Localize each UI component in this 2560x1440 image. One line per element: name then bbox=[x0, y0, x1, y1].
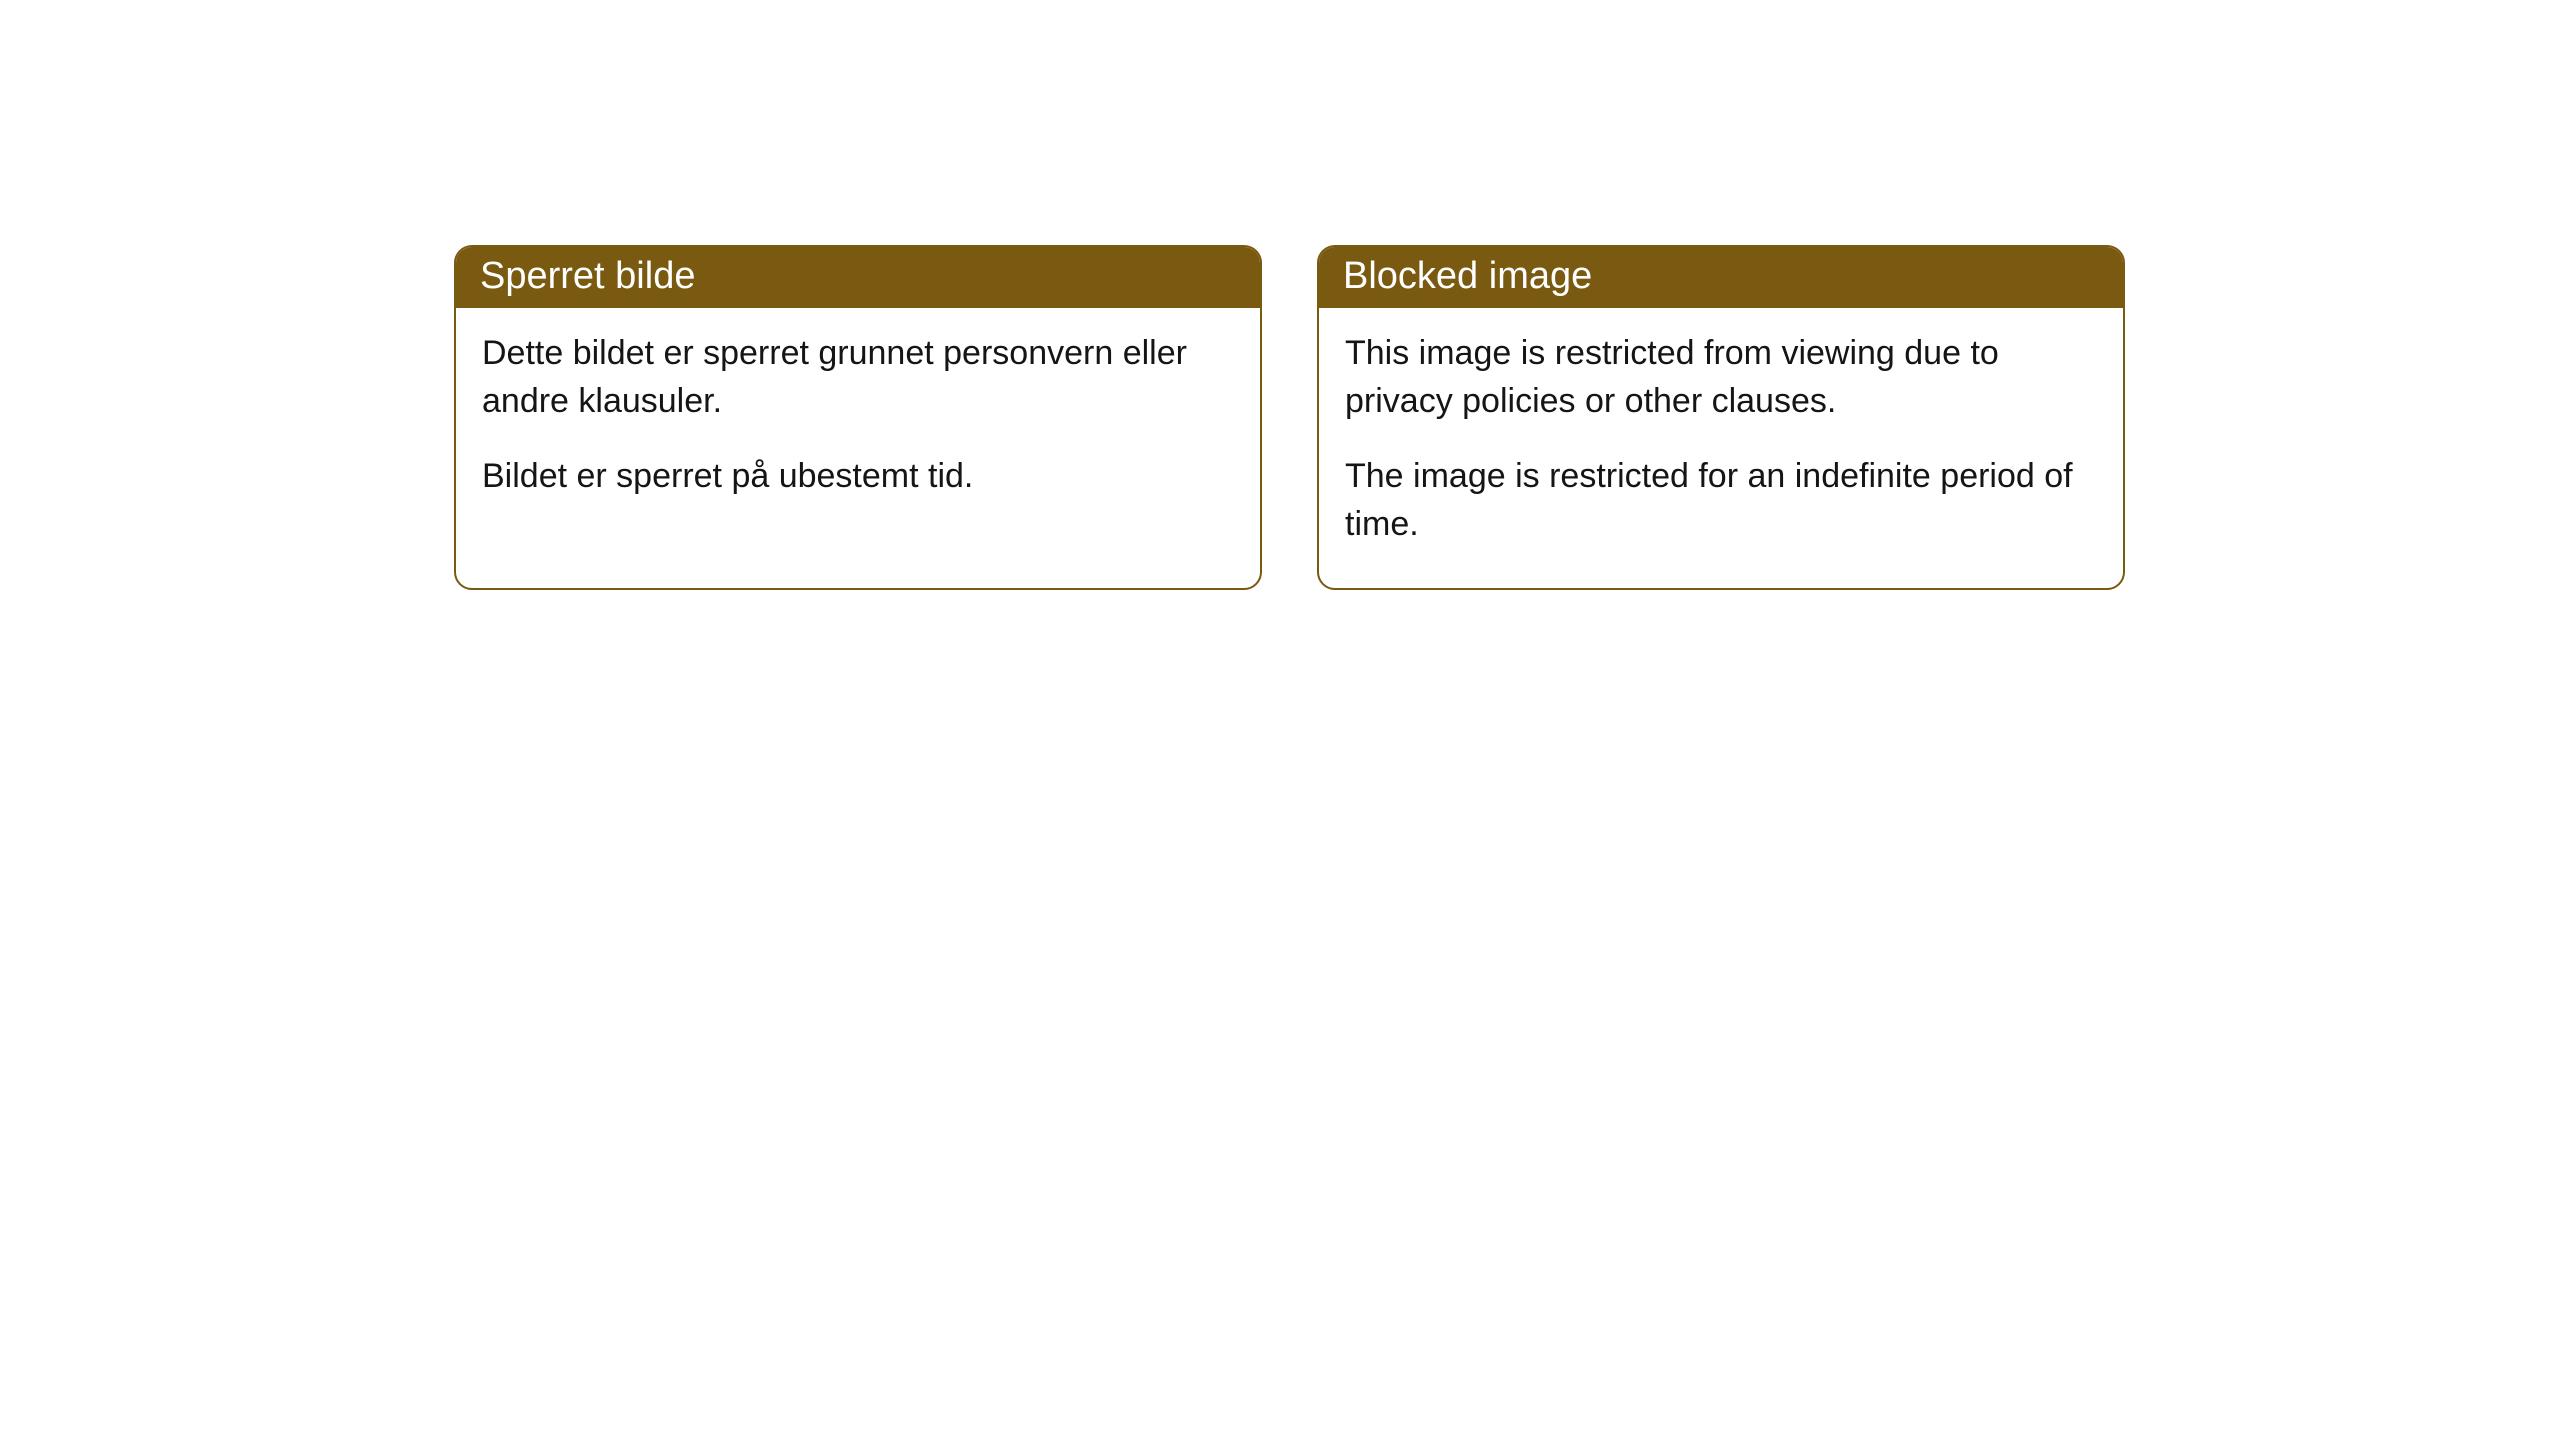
notice-paragraph: The image is restricted for an indefinit… bbox=[1345, 453, 2097, 548]
card-body: This image is restricted from viewing du… bbox=[1319, 308, 2123, 588]
notice-paragraph: This image is restricted from viewing du… bbox=[1345, 330, 2097, 425]
notice-card-english: Blocked image This image is restricted f… bbox=[1317, 245, 2125, 590]
notice-paragraph: Bildet er sperret på ubestemt tid. bbox=[482, 453, 1234, 501]
card-header: Sperret bilde bbox=[456, 247, 1260, 308]
card-header: Blocked image bbox=[1319, 247, 2123, 308]
notice-cards-container: Sperret bilde Dette bildet er sperret gr… bbox=[454, 245, 2560, 590]
card-body: Dette bildet er sperret grunnet personve… bbox=[456, 308, 1260, 541]
notice-card-norwegian: Sperret bilde Dette bildet er sperret gr… bbox=[454, 245, 1262, 590]
notice-paragraph: Dette bildet er sperret grunnet personve… bbox=[482, 330, 1234, 425]
